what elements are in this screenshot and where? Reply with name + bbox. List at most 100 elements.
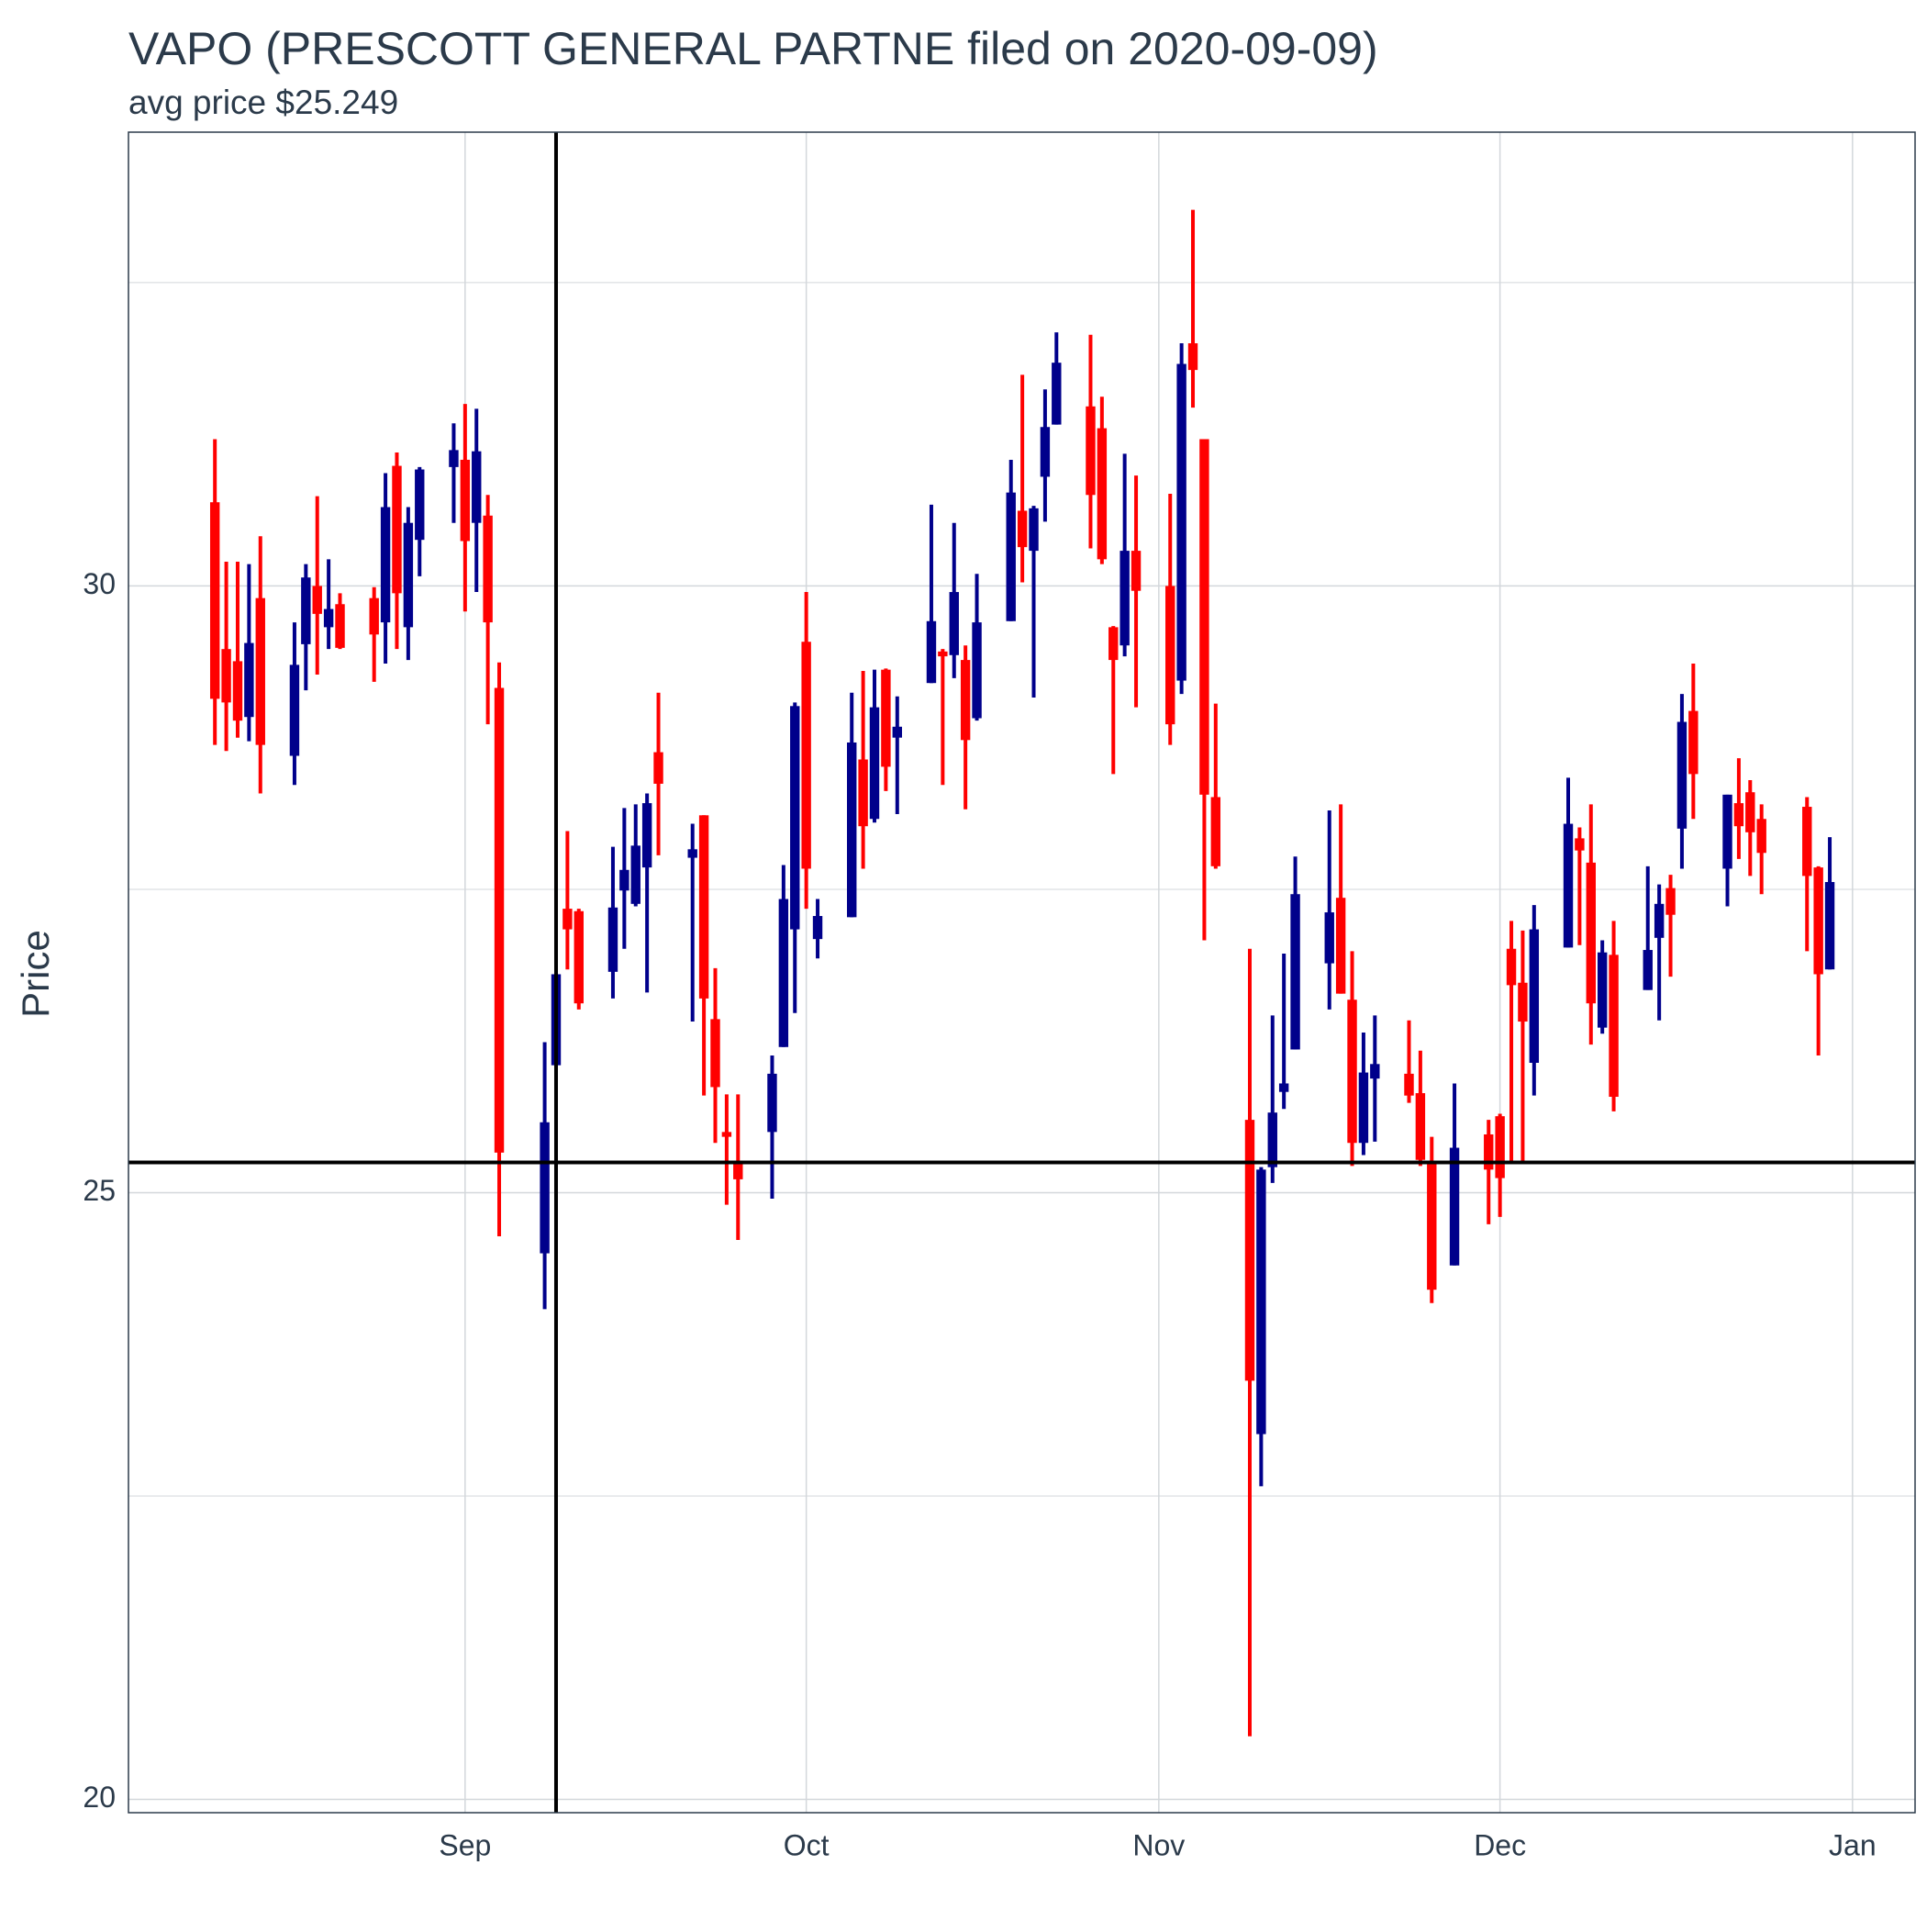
candle-body <box>1756 819 1766 854</box>
candle-body <box>540 1122 550 1254</box>
candle-body <box>1244 1120 1255 1381</box>
candle-body <box>1688 710 1699 775</box>
candle-body <box>415 469 425 541</box>
candle-body <box>483 515 493 623</box>
candle-body <box>1824 882 1835 970</box>
plot-border <box>128 131 1916 1814</box>
candle-body <box>1086 406 1096 496</box>
x-tick-label: Oct <box>784 1828 830 1861</box>
candle-body <box>1665 888 1676 915</box>
candle-body <box>812 916 823 940</box>
candle-body <box>960 660 971 741</box>
candle-body <box>1029 508 1039 552</box>
candle-body <box>1745 792 1755 832</box>
candle-body <box>449 450 459 467</box>
candle-body <box>369 597 379 635</box>
candle-body <box>972 622 982 719</box>
candle-body <box>1335 898 1346 994</box>
candles <box>128 132 1915 1813</box>
candle-body <box>892 726 902 738</box>
candle-body <box>653 752 663 784</box>
candle-body <box>1643 950 1653 990</box>
chart-title: VAPO (PRESCOTT GENERAL PARTNE filed on 2… <box>128 23 1378 74</box>
candle-body <box>1097 428 1108 560</box>
y-tick-label: 30 <box>83 567 116 600</box>
candle-body <box>460 459 471 542</box>
candle-body <box>733 1162 743 1179</box>
candle-body <box>1290 894 1300 1050</box>
candle-body <box>472 451 482 523</box>
candle-body <box>1484 1134 1494 1170</box>
candle-body <box>858 759 868 827</box>
candle-body <box>1495 1116 1505 1178</box>
candle-body <box>1017 510 1028 548</box>
candle-body <box>1324 912 1334 964</box>
candle-body <box>1278 1083 1289 1092</box>
candle-body <box>1427 1162 1437 1290</box>
candle-body <box>1449 1147 1460 1266</box>
candle-body <box>1256 1169 1266 1435</box>
y-tick-label: 20 <box>83 1781 116 1814</box>
candle-body <box>1108 627 1119 661</box>
candle-body <box>1563 823 1574 948</box>
candle-body <box>1415 1093 1426 1160</box>
candle-body <box>1802 807 1812 877</box>
candle-body <box>323 609 334 628</box>
candle-body <box>1722 794 1732 869</box>
candle-body <box>1609 955 1619 1098</box>
candle-body <box>563 909 573 930</box>
candle-body <box>209 502 220 699</box>
candle-body <box>641 803 652 868</box>
candle-body <box>312 586 322 614</box>
candle-body <box>1404 1073 1414 1096</box>
candle-body <box>1506 948 1517 986</box>
candle-body <box>403 522 414 628</box>
candle-body <box>1119 551 1130 646</box>
candle-body <box>881 669 891 767</box>
candle-body <box>1040 427 1051 477</box>
candle-body <box>1347 1000 1357 1144</box>
candle-body <box>221 649 231 703</box>
candle-body <box>1529 929 1540 1063</box>
candle-body <box>1176 363 1186 681</box>
candle-body <box>1358 1072 1369 1144</box>
candle-body <box>301 577 311 644</box>
candle-body <box>1187 343 1198 371</box>
candle-body <box>1654 903 1665 938</box>
candle-body <box>289 664 300 756</box>
candle-body <box>1676 721 1688 829</box>
candle-body <box>938 651 948 657</box>
candle-body <box>710 1019 720 1088</box>
candle-body <box>335 604 345 648</box>
candle-body <box>1586 862 1596 1004</box>
candle-body <box>1575 838 1585 851</box>
x-tick-label: Sep <box>439 1828 491 1861</box>
candle-body <box>687 849 697 858</box>
candle-body <box>926 620 937 684</box>
candle-body <box>392 465 402 594</box>
x-tick-label: Dec <box>1474 1828 1526 1861</box>
candle-body <box>790 706 800 930</box>
candle-body <box>721 1132 732 1137</box>
candle-body <box>494 687 505 1153</box>
candle-body <box>1370 1064 1380 1079</box>
x-tick-label: Nov <box>1132 1828 1185 1861</box>
candle-body <box>1006 492 1016 621</box>
y-tick-label: 25 <box>83 1174 116 1207</box>
candle-body <box>869 707 880 820</box>
candle-body <box>847 742 857 918</box>
y-axis-label: Price <box>14 930 57 1018</box>
candle-body <box>1597 952 1608 1028</box>
candle-body <box>1813 867 1823 975</box>
candle-body <box>778 899 789 1047</box>
chart-subtitle: avg price $25.249 <box>128 84 398 121</box>
candle-body <box>607 907 618 972</box>
candle-body <box>1267 1112 1277 1167</box>
candle-body <box>801 642 811 869</box>
candle-body <box>574 910 584 1004</box>
candle-body <box>619 869 629 891</box>
candle-body <box>1199 439 1209 795</box>
candle-body <box>630 845 640 904</box>
candle-body <box>244 642 254 718</box>
